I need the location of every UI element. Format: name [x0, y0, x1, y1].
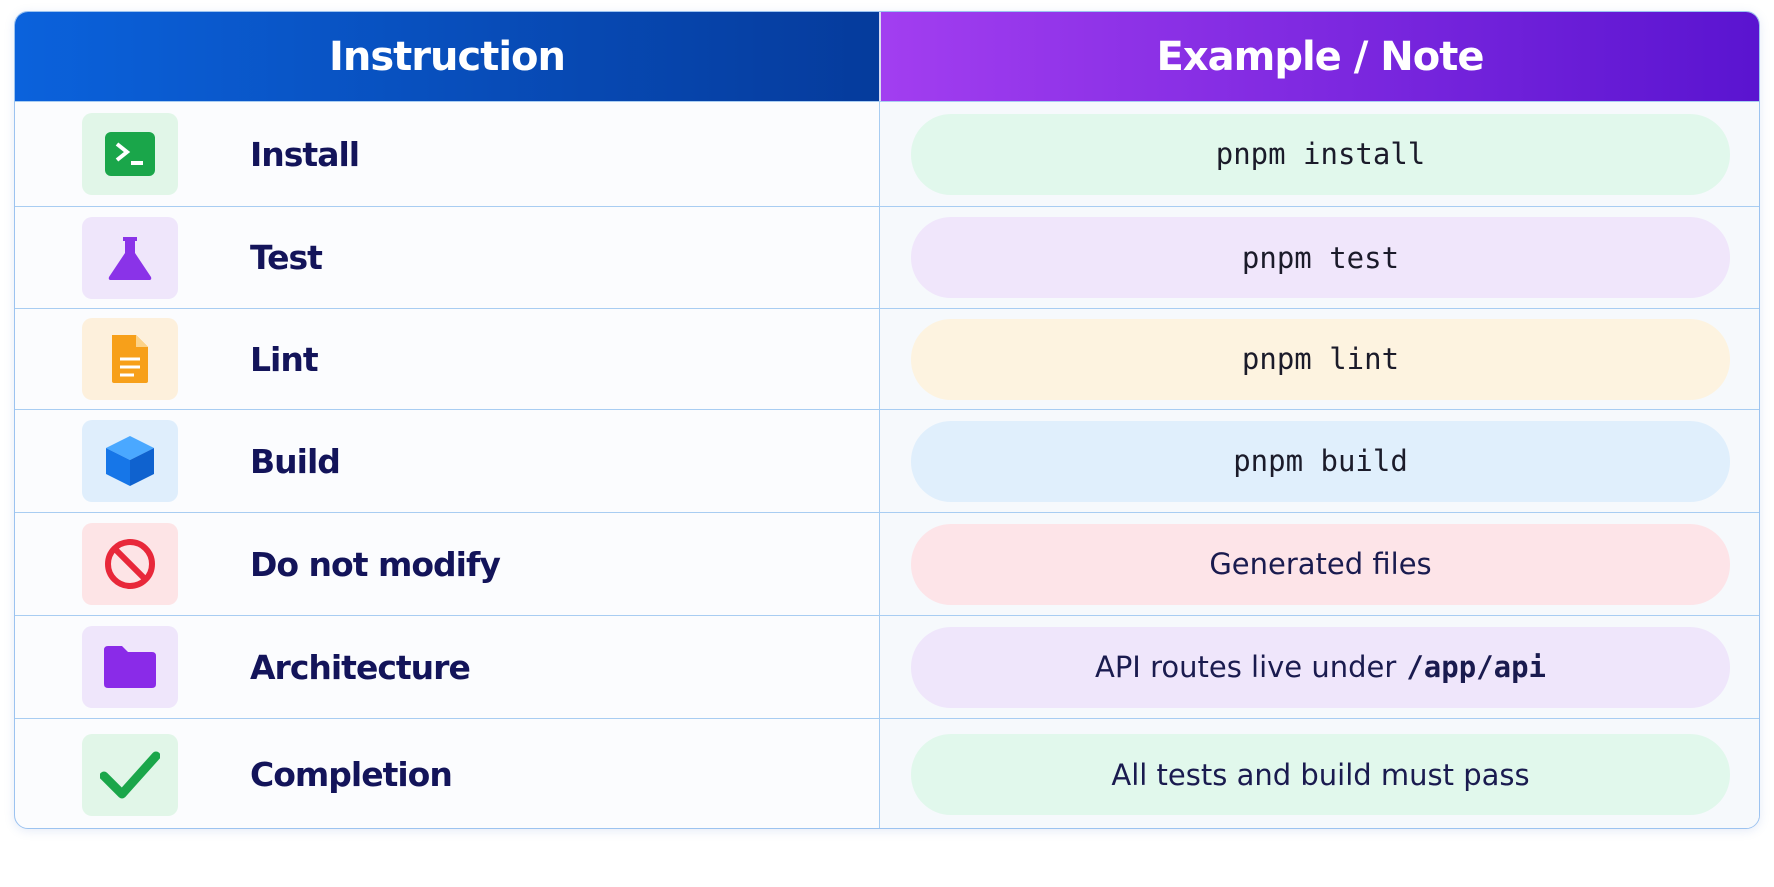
table-row: Test pnpm test: [15, 206, 1759, 308]
note: All tests and build must pass: [911, 734, 1730, 815]
note: pnpm build: [911, 420, 1730, 502]
table-row: Build pnpm build: [15, 409, 1759, 512]
note: pnpm install: [911, 113, 1730, 195]
icon: [82, 420, 178, 502]
icon: [82, 318, 178, 400]
instruction-label: Install: [250, 134, 360, 174]
table-row: Lint pnpm lint: [15, 308, 1759, 409]
table-row: Do not modify Generated files: [15, 512, 1759, 615]
instruction-label: Build: [250, 441, 341, 481]
icon: [82, 523, 178, 605]
instruction-label: Test: [250, 238, 323, 277]
note-text: API routes live under: [1094, 650, 1397, 684]
instruction-label: Do not modify: [250, 544, 501, 584]
instruction-table: Instruction Example / Note Install pnpm …: [14, 11, 1760, 829]
instruction-label: Lint: [250, 339, 319, 379]
instruction-label: Completion: [250, 755, 453, 794]
table-header: Instruction Example / Note: [15, 12, 1759, 101]
note: API routes live under/app/api: [911, 626, 1730, 708]
note-code: /app/api: [1406, 650, 1546, 684]
table-row: Architecture API routes live under/app/a…: [15, 615, 1759, 718]
table-row: Completion All tests and build must pass: [15, 718, 1759, 828]
column-header: Example / Note: [879, 12, 1759, 101]
icon: [82, 113, 178, 195]
instruction-label: Architecture: [250, 647, 471, 687]
icon: [82, 626, 178, 708]
note: pnpm test: [911, 217, 1730, 298]
icon: [82, 216, 178, 299]
note: pnpm lint: [911, 318, 1730, 400]
column-header: Instruction: [15, 12, 879, 101]
icon: [82, 733, 178, 816]
note: Generated files: [911, 523, 1730, 605]
table-row: Install pnpm install: [15, 101, 1759, 206]
